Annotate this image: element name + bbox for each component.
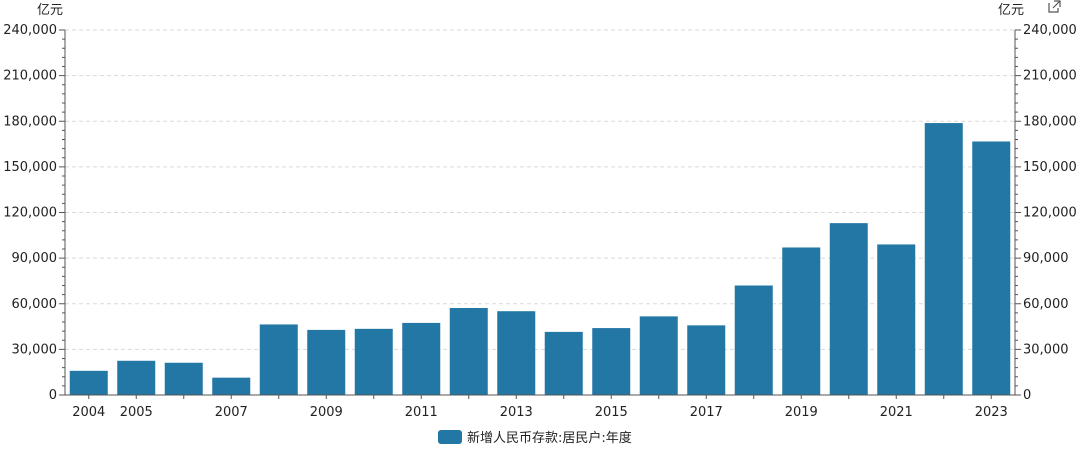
bar-2015[interactable]	[592, 328, 631, 395]
bar-2005[interactable]	[117, 360, 156, 395]
bar-2010[interactable]	[354, 328, 393, 395]
y-tick-label-left: 240,000	[3, 23, 57, 38]
bar-2014[interactable]	[544, 331, 583, 395]
axes: 0 0 30,000 30,000 60,000 60,000 90,000 90,000 12…	[3, 23, 1077, 420]
x-tick-label: 2019	[785, 405, 818, 420]
bar-2007[interactable]	[212, 377, 251, 395]
left-axis-unit: 亿元	[37, 3, 63, 18]
y-tick-label-right: 150,000	[1023, 160, 1077, 175]
x-tick-label: 2023	[975, 405, 1008, 420]
y-tick-label-left: 60,000	[12, 297, 58, 312]
y-tick-label-left: 0	[49, 388, 57, 403]
bars	[69, 123, 1011, 396]
legend-swatch	[438, 430, 462, 444]
x-tick-label: 2009	[310, 405, 343, 420]
bar-2017[interactable]	[687, 325, 726, 395]
x-tick-label: 2011	[405, 405, 438, 420]
legend-label: 新增人民币存款:居民户:年度	[467, 430, 632, 446]
export-icon[interactable]	[1047, 0, 1063, 14]
x-tick-label: 2004	[72, 405, 105, 420]
y-tick-label-left: 30,000	[12, 342, 58, 357]
bar-2018[interactable]	[734, 285, 773, 396]
x-tick-label: 2013	[500, 405, 533, 420]
x-tick-label: 2015	[595, 405, 628, 420]
y-tick-label-left: 120,000	[3, 206, 57, 221]
bar-2022[interactable]	[924, 123, 963, 395]
y-tick-label-right: 0	[1023, 388, 1031, 403]
bar-2012[interactable]	[449, 308, 488, 395]
x-tick-label: 2017	[690, 405, 723, 420]
legend[interactable]: 新增人民币存款:居民户:年度	[438, 430, 632, 446]
y-tick-label-right: 210,000	[1023, 69, 1077, 84]
bar-2004[interactable]	[69, 370, 108, 395]
y-tick-label-right: 240,000	[1023, 23, 1077, 38]
bar-2016[interactable]	[639, 316, 678, 395]
bar-2021[interactable]	[877, 244, 916, 395]
right-axis-unit: 亿元	[998, 3, 1024, 18]
y-tick-label-right: 60,000	[1023, 297, 1069, 312]
y-tick-label-left: 180,000	[3, 114, 57, 129]
y-tick-label-right: 90,000	[1023, 251, 1069, 266]
bar-2019[interactable]	[782, 247, 821, 395]
x-tick-label: 2021	[880, 405, 913, 420]
bar-2013[interactable]	[497, 311, 536, 395]
y-tick-label-left: 90,000	[12, 251, 58, 266]
x-tick-label: 2005	[120, 405, 153, 420]
y-tick-label-right: 30,000	[1023, 342, 1069, 357]
bar-2020[interactable]	[829, 223, 868, 395]
bar-2023[interactable]	[972, 141, 1011, 395]
gridlines	[65, 29, 1015, 350]
y-tick-label-left: 210,000	[3, 69, 57, 84]
y-tick-label-right: 180,000	[1023, 114, 1077, 129]
y-tick-label-right: 120,000	[1023, 206, 1077, 221]
bar-2011[interactable]	[402, 322, 441, 395]
bar-2008[interactable]	[259, 324, 298, 395]
bar-2009[interactable]	[307, 329, 346, 395]
x-tick-label: 2007	[215, 405, 248, 420]
y-tick-label-left: 150,000	[3, 160, 57, 175]
bar-2006[interactable]	[164, 362, 203, 395]
